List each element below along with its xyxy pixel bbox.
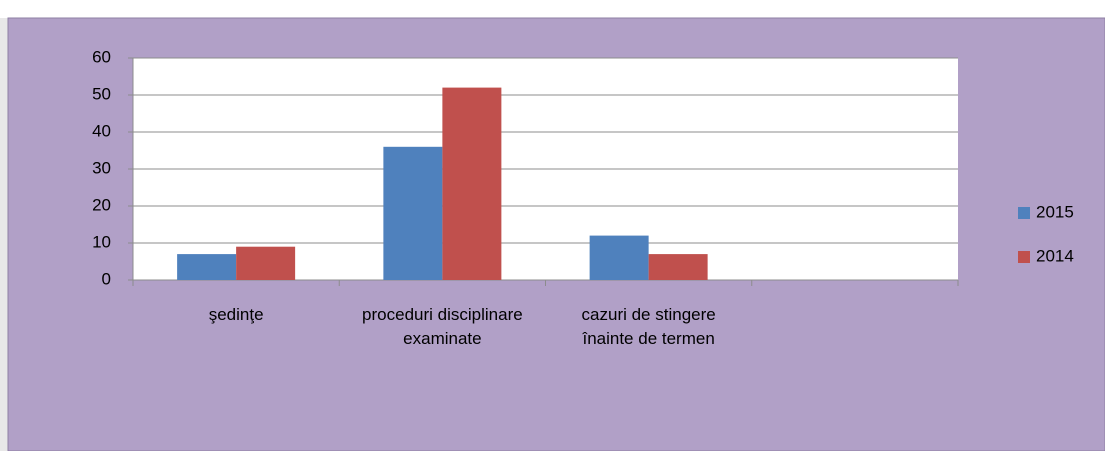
bar	[442, 87, 502, 280]
x-tick-label: cazuri de stingere înainte de termen	[581, 305, 716, 348]
y-tick-label: 10	[92, 232, 111, 251]
bar	[383, 146, 443, 280]
y-tick-label: 20	[92, 195, 111, 214]
x-tick-label: proceduri disciplinare examinate	[362, 305, 523, 348]
top-strip	[0, 0, 1105, 18]
y-tick-label: 30	[92, 158, 111, 177]
y-tick-label: 0	[102, 269, 111, 288]
y-tick-label: 50	[92, 84, 111, 103]
legend-label: 2015	[1036, 202, 1074, 221]
bar	[648, 254, 708, 280]
bar	[177, 254, 237, 280]
bar	[236, 246, 296, 280]
legend-swatch	[1018, 251, 1030, 263]
y-tick-label: 40	[92, 121, 111, 140]
x-tick-label: şedinţe	[208, 305, 264, 324]
legend-swatch	[1018, 207, 1030, 219]
y-tick-label: 60	[92, 47, 111, 66]
bar	[589, 235, 649, 280]
legend-label: 2014	[1036, 246, 1074, 265]
